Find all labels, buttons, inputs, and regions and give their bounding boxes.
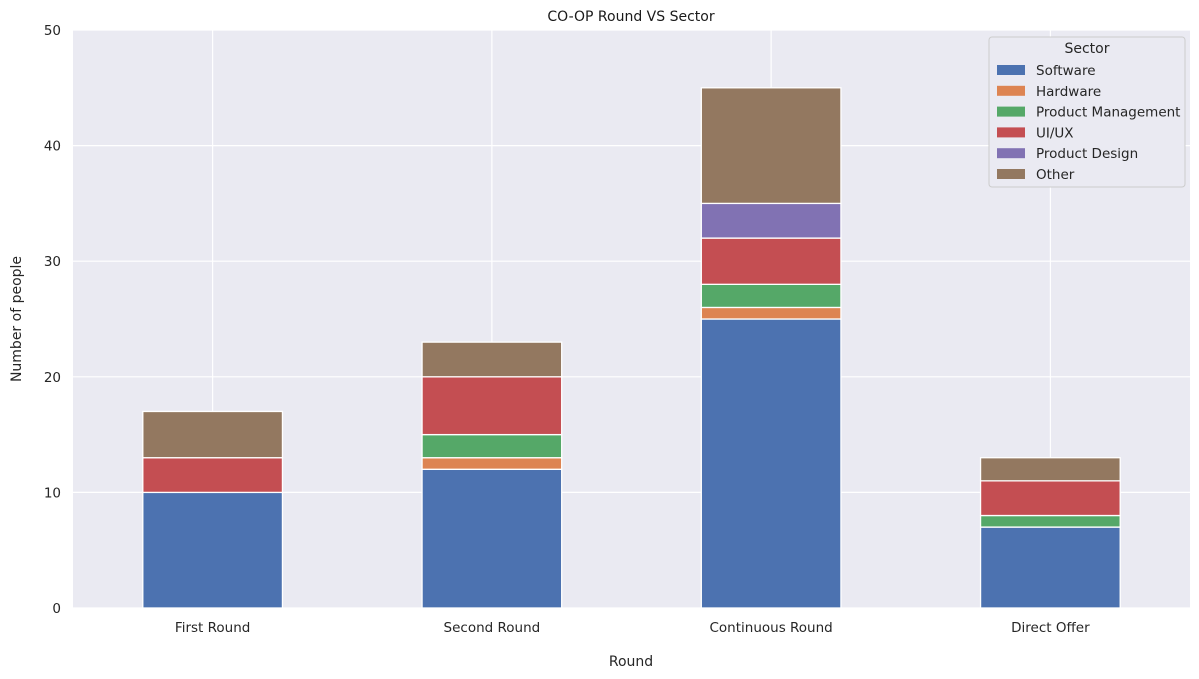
tick-labels: 0 10 20 30 40 50 First Round Second Round Contin… <box>44 23 1090 636</box>
y-tick-label: 0 <box>52 601 61 617</box>
x-tick-label: Direct Offer <box>1011 620 1090 636</box>
x-tick-label: First Round <box>175 620 250 636</box>
legend-label-ui-ux: UI/UX <box>1036 125 1074 141</box>
bar-second-round-hardware <box>421 457 563 470</box>
legend-swatch-other <box>997 169 1025 179</box>
y-tick-label: 10 <box>44 485 61 501</box>
legend-label-hardware: Hardware <box>1036 84 1101 100</box>
legend-swatch-product-design <box>997 148 1025 159</box>
legend-label-software: Software <box>1036 63 1096 79</box>
bar-continuous-round-software <box>700 318 842 609</box>
bar-continuous-round-ui-ux <box>700 237 842 285</box>
legend-title: Sector <box>1064 41 1109 57</box>
y-tick-label: 40 <box>44 139 61 155</box>
bar-direct-offer-software <box>979 526 1121 609</box>
legend-swatch-software <box>997 65 1025 75</box>
bar-first-round-ui-ux <box>142 457 284 494</box>
bars <box>142 87 1121 609</box>
legend-box <box>988 36 1186 188</box>
y-tick-label: 20 <box>44 370 61 386</box>
bar-second-round-other <box>421 341 563 378</box>
bar-continuous-round-hardware <box>700 306 842 320</box>
bar-direct-offer-ui-ux <box>979 480 1121 517</box>
bar-second-round-product-management <box>421 433 563 459</box>
bar-second-round-ui-ux <box>421 376 563 436</box>
bar-continuous-round-product-design <box>700 202 842 239</box>
legend-label-other: Other <box>1036 167 1075 183</box>
legend-label-product-design: Product Design <box>1036 146 1138 162</box>
y-tick-label: 30 <box>44 254 61 270</box>
x-axis-label: Round <box>609 654 653 670</box>
bar-second-round-software <box>421 468 563 609</box>
bar-first-round-software <box>142 491 284 609</box>
y-axis-label: Number of people <box>9 256 25 382</box>
legend-swatch-ui-ux <box>997 127 1025 138</box>
bar-direct-offer-product-management <box>979 514 1121 528</box>
y-tick-label: 50 <box>44 23 61 39</box>
bar-direct-offer-other <box>979 457 1121 482</box>
chart-title: CO-OP Round VS Sector <box>547 9 714 25</box>
x-tick-label: Continuous Round <box>709 620 832 636</box>
legend: Sector Software Hardware Product Managemen… <box>988 36 1186 188</box>
x-tick-label: Second Round <box>444 620 541 636</box>
bar-continuous-round-other <box>700 87 842 205</box>
legend-swatch-hardware <box>997 85 1025 96</box>
bar-continuous-round-product-management <box>700 283 842 309</box>
bar-first-round-other <box>142 410 284 459</box>
legend-label-product-management: Product Management <box>1036 105 1180 121</box>
legend-swatch-product-management <box>997 106 1025 117</box>
